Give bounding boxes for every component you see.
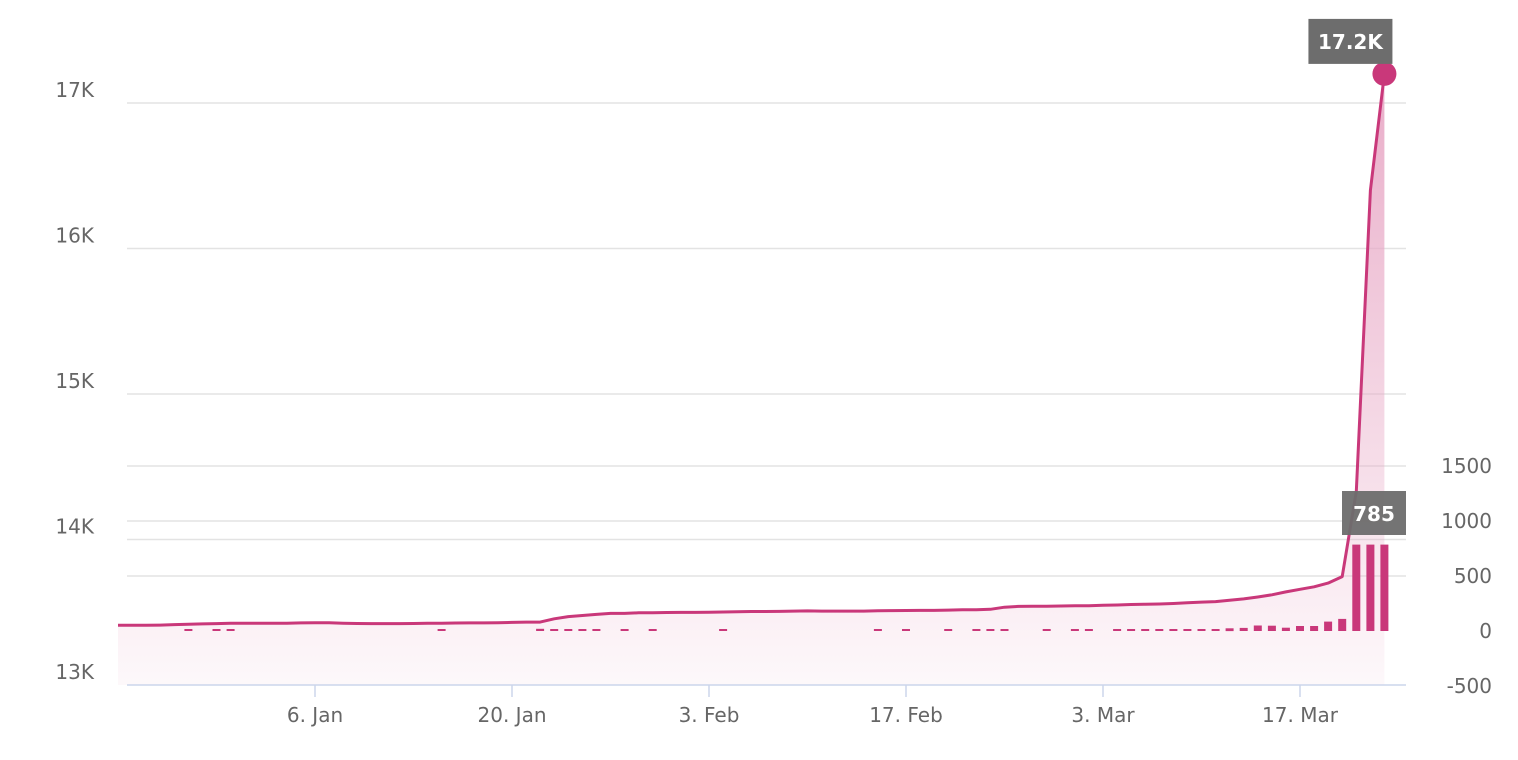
- area-series-line: [118, 73, 1386, 627]
- bar: [1225, 628, 1234, 632]
- bar: [1070, 629, 1079, 631]
- bar: [1113, 629, 1122, 631]
- axis-layer: 13K 14K 15K 16K 17K -500 0 500 1000 1500 6. Jan 20.…: [55, 78, 1492, 727]
- bar-tooltip-box: [1342, 491, 1406, 535]
- bar: [1366, 544, 1375, 631]
- bar: [1183, 629, 1192, 631]
- bar: [719, 629, 728, 631]
- bar: [437, 629, 446, 631]
- bar: [184, 629, 193, 631]
- area-layer: [118, 73, 1386, 685]
- bar: [944, 629, 953, 631]
- line-tooltip-box: [1308, 18, 1393, 64]
- x-tick-label: 3. Mar: [1071, 703, 1135, 727]
- bar: [536, 628, 545, 631]
- bar: [1197, 629, 1206, 631]
- bar: [1296, 626, 1304, 631]
- bar: [578, 629, 587, 631]
- bar: [1310, 626, 1319, 631]
- y-right-tick-label: 1000: [1441, 509, 1492, 533]
- bar: [592, 629, 601, 631]
- x-tick-label: 20. Jan: [478, 703, 547, 727]
- y-right-tick-label: 500: [1454, 564, 1492, 588]
- bar-tooltip-value: 785: [1353, 502, 1395, 526]
- bar: [1042, 629, 1051, 631]
- grid-layer: [127, 102, 1406, 577]
- bar: [1000, 629, 1009, 631]
- bar: [1267, 625, 1276, 631]
- bar: [1253, 625, 1262, 631]
- tooltip-layer: 17.2K 785: [1308, 18, 1406, 535]
- bar: [1211, 629, 1220, 631]
- y-left-tick-label: 14K: [55, 515, 94, 539]
- y-right-tick-label: 0: [1479, 619, 1492, 643]
- bar: [902, 629, 910, 631]
- bar: [1169, 629, 1178, 631]
- bar: [1281, 627, 1290, 631]
- bar: [1084, 629, 1093, 631]
- last-point-marker[interactable]: [1372, 61, 1397, 86]
- y-left-tick-label: 15K: [55, 369, 94, 393]
- bar: [212, 629, 221, 631]
- bar: [1239, 627, 1248, 631]
- y-left-tick-label: 17K: [55, 78, 94, 102]
- x-tick-label: 17. Mar: [1262, 703, 1339, 727]
- bar-layer: [184, 544, 1389, 632]
- bar: [550, 629, 559, 631]
- bar: [1338, 618, 1347, 631]
- bar: [1141, 629, 1150, 631]
- y-left-tick-label: 13K: [55, 660, 94, 684]
- bar: [1155, 629, 1164, 631]
- bar: [873, 629, 882, 631]
- bar: [1352, 544, 1361, 631]
- x-tick-label: 6. Jan: [287, 703, 343, 727]
- area-fill: [118, 73, 1385, 685]
- bar: [1127, 629, 1136, 631]
- bar: [648, 629, 657, 631]
- bar: [564, 629, 573, 631]
- y-right-tick-label: -500: [1447, 674, 1492, 698]
- line-tooltip: 17.2K: [1308, 18, 1393, 64]
- bar: [972, 629, 981, 631]
- bar: [620, 629, 629, 631]
- x-tick-label: 17. Feb: [869, 703, 943, 727]
- bar: [986, 629, 995, 631]
- y-left-tick-label: 16K: [55, 224, 94, 248]
- bar: [1324, 621, 1333, 631]
- x-tick-label: 3. Feb: [679, 703, 740, 727]
- line-tooltip-value: 17.2K: [1318, 30, 1384, 54]
- bar: [1380, 544, 1389, 631]
- bar: [226, 629, 235, 631]
- bar-tooltip: 785: [1342, 491, 1406, 535]
- y-right-tick-label: 1500: [1441, 454, 1492, 478]
